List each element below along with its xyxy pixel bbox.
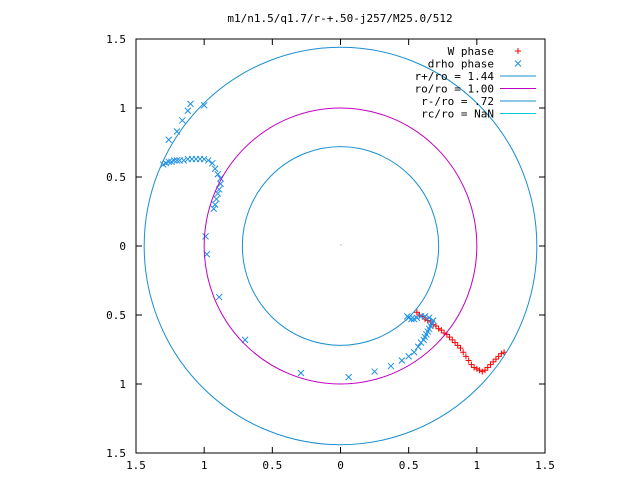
legend-label: r-/ro = .72: [421, 95, 494, 108]
drho-phase-point: [410, 348, 418, 356]
w-phase-point: [452, 339, 459, 346]
legend-label: rc/ro = NaN: [421, 108, 494, 121]
drho-phase-point: [405, 353, 413, 360]
w-phase-point: [446, 334, 453, 341]
origin-dot: [340, 244, 342, 246]
w-phase-point: [498, 350, 505, 357]
y-tick-label: 1: [119, 102, 126, 115]
w-phase-point: [482, 367, 489, 374]
drho-phase-point: [215, 293, 223, 301]
w-phase-point: [487, 361, 494, 368]
w-phase-point: [432, 323, 439, 330]
drho-phase-point: [165, 136, 173, 144]
drho-phase-point: [213, 195, 220, 203]
y-axis: 1.5 1 0.5 0 0.5 1 1.5: [106, 33, 545, 460]
chart-title: m1/n1.5/q1.7/r-+.50-j257/M25.0/512: [227, 12, 452, 25]
y-tick-label: 1: [119, 378, 126, 391]
w-phase-point: [492, 356, 499, 363]
drho-phase-point: [187, 100, 194, 108]
w-phase-point: [454, 342, 461, 349]
drho-phase-point: [178, 117, 186, 124]
w-phase-point: [471, 364, 478, 371]
w-phase-point: [462, 353, 469, 360]
x-tick-label: 1.5: [535, 459, 555, 472]
drho-phase-point: [425, 314, 433, 322]
drho-phase-point: [429, 317, 437, 324]
legend-marker: [515, 48, 521, 54]
x-tick-label: 0: [337, 459, 344, 472]
drho-phase-point: [180, 157, 188, 164]
w-phase-point: [479, 368, 486, 375]
legend-label: r+/ro = 1.44: [415, 70, 495, 83]
y-tick-label: 0.5: [106, 171, 126, 184]
drho-phase-point: [211, 165, 219, 173]
drho-phase-point: [165, 158, 173, 166]
x-tick-label: 1.5: [126, 459, 146, 472]
w-phase-point: [490, 358, 497, 365]
drho-phase-point: [398, 357, 406, 364]
drho-phase-point: [403, 313, 411, 320]
w-phase-point: [449, 336, 456, 343]
series-layer: [143, 46, 538, 446]
y-tick-label: 1.5: [106, 447, 126, 460]
w-phase-point: [495, 353, 502, 360]
w-phase-point: [438, 327, 445, 334]
w-phase-point: [468, 361, 475, 368]
legend-label: drho phase: [428, 58, 494, 71]
drho-phase-point: [297, 369, 305, 377]
x-tick-label: 1: [474, 459, 481, 472]
y-tick-label: 1.5: [106, 33, 126, 46]
drho-phase-point: [208, 159, 216, 167]
x-tick-label: 0.5: [262, 459, 282, 472]
x-tick-label: 1: [201, 459, 208, 472]
w-phase-point: [413, 309, 420, 316]
drho-phase-point: [202, 232, 209, 240]
drho-phase-point: [371, 368, 378, 375]
y-tick-label: 0: [119, 240, 126, 253]
drho-phase-point: [173, 157, 181, 164]
w-phase-point: [473, 365, 480, 372]
drho-phase-point: [217, 180, 224, 188]
y-tick-label: 0.5: [106, 309, 126, 322]
drho-phase-point: [204, 157, 212, 164]
drho-phase-point: [170, 157, 178, 164]
drho-phase-point: [214, 190, 222, 197]
w-phase-point: [484, 364, 491, 371]
legend-marker: [514, 60, 522, 67]
drho-phase-point: [387, 362, 395, 370]
legend-label: W phase: [448, 45, 494, 58]
drho-phase-point: [410, 315, 418, 323]
drho-phase-point: [345, 373, 353, 381]
x-tick-label: 0.5: [399, 459, 419, 472]
series-circle-3: [203, 107, 478, 385]
w-phase-point: [457, 345, 464, 352]
series-circle-2: [143, 46, 538, 446]
w-phase-point: [435, 325, 442, 332]
w-phase-point: [465, 357, 472, 364]
drho-phase-point: [417, 313, 425, 320]
w-phase-point: [476, 367, 483, 374]
drho-phase-point: [200, 155, 208, 163]
legend-label: ro/ro = 1.00: [415, 83, 494, 96]
series-circle-4: [241, 146, 440, 346]
drho-phase-point: [414, 343, 422, 351]
drho-phase-point: [200, 101, 208, 109]
w-phase-point: [460, 349, 467, 356]
drho-phase-point: [214, 170, 222, 178]
drho-phase-point: [184, 107, 192, 115]
drho-phase-point: [211, 201, 219, 208]
drho-phase-point: [210, 205, 218, 213]
x-axis: 1.5 1 0.5 0 0.5 1 1.5: [126, 39, 555, 472]
